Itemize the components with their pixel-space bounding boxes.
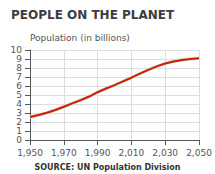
svg-text:1: 1 <box>16 126 22 136</box>
svg-text:SOURCE: UN Population Division: SOURCE: UN Population Division <box>34 163 180 172</box>
svg-text:6: 6 <box>16 81 22 91</box>
svg-text:Population (in billions): Population (in billions) <box>30 33 130 43</box>
svg-text:2,050: 2,050 <box>186 148 212 158</box>
svg-text:9: 9 <box>16 54 22 64</box>
svg-text:4: 4 <box>16 99 22 109</box>
svg-text:2,010: 2,010 <box>119 148 145 158</box>
svg-text:10: 10 <box>11 45 23 55</box>
svg-text:2: 2 <box>16 117 22 127</box>
svg-text:5: 5 <box>16 90 22 100</box>
svg-text:7: 7 <box>16 72 22 82</box>
svg-text:8: 8 <box>16 63 22 73</box>
svg-text:PEOPLE ON THE PLANET: PEOPLE ON THE PLANET <box>11 8 175 22</box>
svg-text:2,030: 2,030 <box>152 148 178 158</box>
svg-text:1,970: 1,970 <box>51 148 77 158</box>
svg-text:3: 3 <box>16 108 22 118</box>
svg-text:1,990: 1,990 <box>85 148 111 158</box>
svg-text:1,950: 1,950 <box>17 148 43 158</box>
svg-text:0: 0 <box>16 135 22 145</box>
